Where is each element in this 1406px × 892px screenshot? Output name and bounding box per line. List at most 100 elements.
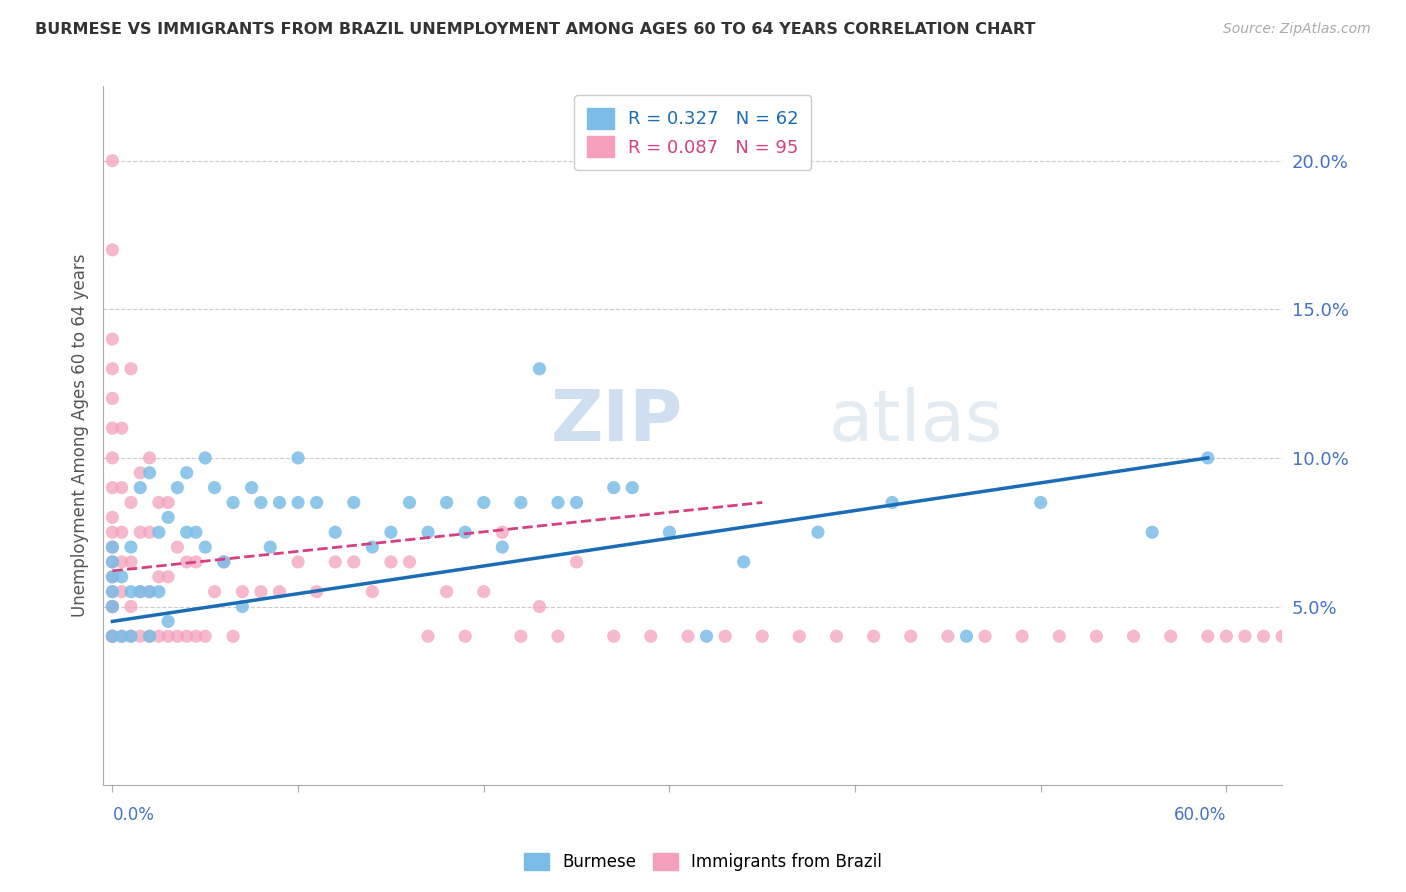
- Point: [194, 629, 217, 643]
- Point: [157, 570, 180, 584]
- Point: [101, 525, 124, 540]
- Point: [176, 555, 198, 569]
- Point: [1215, 629, 1237, 643]
- Point: [120, 584, 142, 599]
- Point: [101, 540, 124, 554]
- Point: [148, 570, 170, 584]
- Point: [287, 495, 309, 509]
- Point: [398, 495, 420, 509]
- Point: [101, 584, 124, 599]
- Point: [111, 629, 134, 643]
- Point: [111, 525, 134, 540]
- Point: [602, 629, 624, 643]
- Point: [529, 599, 551, 614]
- Point: [250, 584, 273, 599]
- Text: Source: ZipAtlas.com: Source: ZipAtlas.com: [1223, 22, 1371, 37]
- Point: [565, 555, 588, 569]
- Point: [287, 450, 309, 465]
- Point: [120, 629, 142, 643]
- Text: 0.0%: 0.0%: [112, 805, 155, 824]
- Point: [176, 525, 198, 540]
- Point: [1271, 629, 1294, 643]
- Point: [184, 525, 207, 540]
- Point: [101, 570, 124, 584]
- Point: [323, 525, 346, 540]
- Point: [825, 629, 848, 643]
- Point: [120, 495, 142, 509]
- Point: [101, 599, 124, 614]
- Point: [166, 481, 188, 495]
- Point: [157, 510, 180, 524]
- Point: [129, 584, 152, 599]
- Point: [101, 153, 124, 168]
- Point: [491, 540, 513, 554]
- Point: [436, 584, 458, 599]
- Point: [936, 629, 959, 643]
- Point: [1047, 629, 1070, 643]
- Point: [204, 584, 226, 599]
- Point: [212, 555, 235, 569]
- Point: [111, 570, 134, 584]
- Point: [101, 332, 124, 346]
- Point: [416, 525, 439, 540]
- Point: [101, 629, 124, 643]
- Point: [222, 495, 245, 509]
- Point: [380, 555, 402, 569]
- Point: [436, 495, 458, 509]
- Point: [101, 599, 124, 614]
- Point: [138, 525, 160, 540]
- Point: [714, 629, 737, 643]
- Legend: Burmese, Immigrants from Brazil: Burmese, Immigrants from Brazil: [516, 845, 890, 880]
- Point: [129, 629, 152, 643]
- Point: [509, 629, 531, 643]
- Point: [1085, 629, 1108, 643]
- Point: [547, 495, 569, 509]
- Point: [101, 629, 124, 643]
- Point: [204, 481, 226, 495]
- Point: [509, 495, 531, 509]
- Point: [111, 555, 134, 569]
- Point: [176, 466, 198, 480]
- Point: [129, 525, 152, 540]
- Y-axis label: Unemployment Among Ages 60 to 64 years: Unemployment Among Ages 60 to 64 years: [72, 254, 89, 617]
- Point: [101, 599, 124, 614]
- Point: [361, 584, 384, 599]
- Point: [101, 540, 124, 554]
- Point: [1197, 629, 1219, 643]
- Point: [212, 555, 235, 569]
- Point: [138, 450, 160, 465]
- Text: 60.0%: 60.0%: [1174, 805, 1226, 824]
- Point: [120, 555, 142, 569]
- Text: BURMESE VS IMMIGRANTS FROM BRAZIL UNEMPLOYMENT AMONG AGES 60 TO 64 YEARS CORRELA: BURMESE VS IMMIGRANTS FROM BRAZIL UNEMPL…: [35, 22, 1036, 37]
- Point: [343, 555, 366, 569]
- Point: [120, 629, 142, 643]
- Point: [129, 481, 152, 495]
- Point: [305, 584, 328, 599]
- Point: [1029, 495, 1052, 509]
- Point: [1122, 629, 1144, 643]
- Point: [148, 584, 170, 599]
- Point: [380, 525, 402, 540]
- Point: [602, 481, 624, 495]
- Point: [862, 629, 884, 643]
- Point: [472, 584, 495, 599]
- Text: ZIP: ZIP: [551, 387, 683, 456]
- Point: [287, 555, 309, 569]
- Point: [529, 361, 551, 376]
- Point: [184, 629, 207, 643]
- Point: [101, 510, 124, 524]
- Point: [1233, 629, 1256, 643]
- Point: [733, 555, 755, 569]
- Point: [231, 599, 253, 614]
- Point: [184, 555, 207, 569]
- Point: [101, 629, 124, 643]
- Point: [565, 495, 588, 509]
- Point: [974, 629, 997, 643]
- Point: [166, 540, 188, 554]
- Point: [129, 584, 152, 599]
- Point: [101, 392, 124, 406]
- Point: [491, 525, 513, 540]
- Point: [148, 525, 170, 540]
- Point: [111, 481, 134, 495]
- Point: [101, 555, 124, 569]
